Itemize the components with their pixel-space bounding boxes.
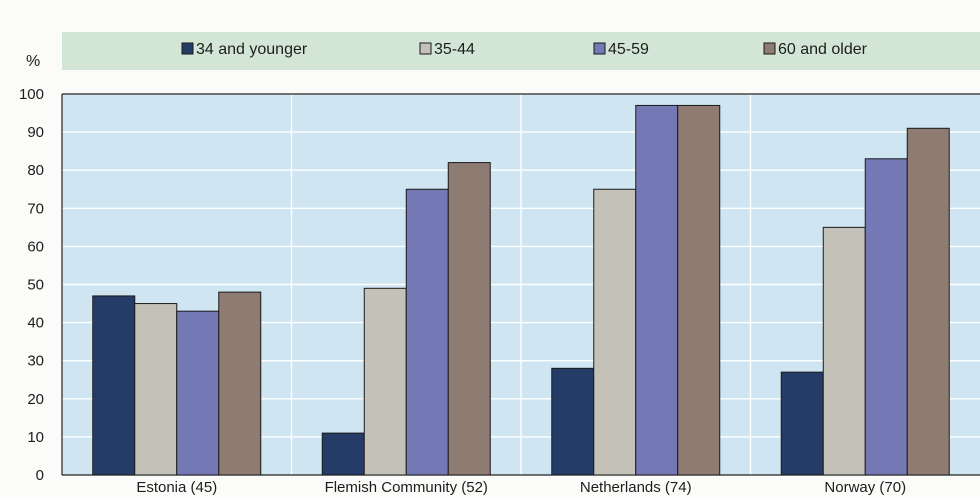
bar-1-2 [405, 188, 449, 476]
bar-3-0 [780, 371, 824, 476]
bar-0-3 [218, 291, 262, 476]
legend-label: 34 and younger [196, 41, 308, 58]
y-tick-label: 70 [27, 200, 44, 217]
y-tick-label: 40 [27, 315, 44, 332]
bar-1-1 [363, 287, 407, 476]
y-tick-label: 10 [27, 429, 44, 446]
bar-0-1 [134, 303, 178, 476]
y-tick-label: 30 [27, 353, 44, 370]
legend: 34 and younger 35-44 45-59 60 and older [62, 32, 980, 70]
plot-area [61, 93, 980, 476]
y-tick-label: 90 [27, 124, 44, 141]
bar-2-2 [635, 104, 679, 476]
legend-label: 60 and older [778, 41, 868, 58]
x-axis: Estonia (45) Flemish Community (52) Nether… [136, 479, 906, 496]
y-tick-label: 0 [36, 467, 44, 484]
y-axis: 0 10 20 30 40 50 60 70 80 90 100% [19, 53, 44, 484]
bar-2-1 [593, 188, 637, 476]
category-label: Norway (70) [824, 479, 906, 496]
y-tick-label: 60 [27, 238, 44, 255]
bar-0-2 [176, 310, 220, 476]
bar-3-3 [906, 127, 950, 476]
bar-3-2 [864, 158, 908, 476]
y-tick-label: 80 [27, 162, 44, 179]
bar-1-3 [447, 162, 491, 476]
category-label: Netherlands (74) [580, 479, 692, 496]
legend-swatch [181, 42, 194, 55]
y-tick-label: 20 [27, 391, 44, 408]
bar-0-0 [92, 295, 136, 476]
bar-3-1 [822, 226, 866, 476]
legend-swatch [419, 42, 432, 55]
legend-swatch [763, 42, 776, 55]
y-tick-label: 50 [27, 277, 44, 294]
bar-2-0 [551, 367, 595, 476]
y-unit-label: % [26, 53, 40, 70]
bar-2-3 [677, 104, 721, 476]
category-label: Flemish Community (52) [325, 479, 488, 496]
y-tick-label: 100 [19, 86, 44, 103]
category-label: Estonia (45) [136, 479, 217, 496]
legend-label: 35-44 [434, 41, 475, 58]
bar-1-0 [321, 432, 365, 476]
legend-swatch [593, 42, 606, 55]
legend-label: 45-59 [608, 41, 649, 58]
legend-background [62, 32, 980, 70]
